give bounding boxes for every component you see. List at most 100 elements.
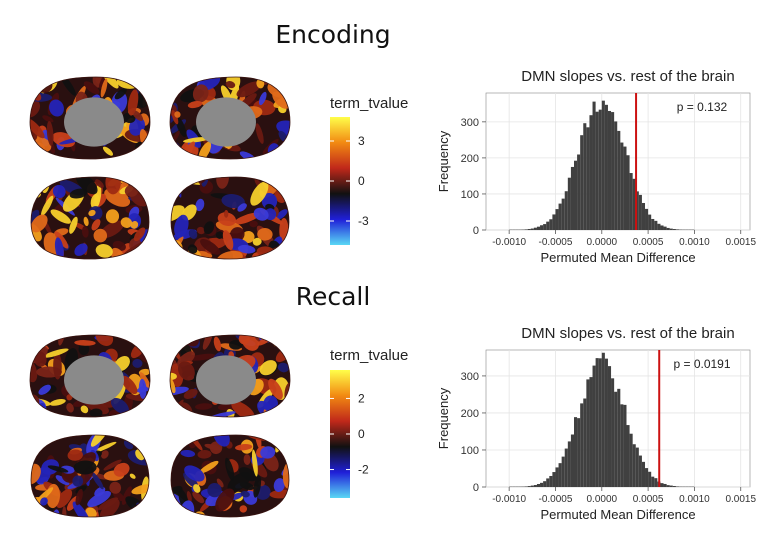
histogram-bar: [632, 178, 636, 230]
p-value-annotation: p = 0.132: [677, 100, 728, 114]
histogram-bar: [629, 433, 633, 487]
y-tick-label: 0: [473, 482, 479, 494]
histogram-bar: [648, 471, 652, 487]
histogram-bar: [546, 221, 550, 230]
histogram-bar: [533, 227, 537, 230]
histogram-bar: [536, 226, 541, 230]
histogram-bar: [666, 485, 670, 487]
histogram-bar: [657, 223, 661, 230]
histogram-bar: [611, 112, 615, 230]
histogram-bar: [564, 448, 568, 487]
recall-brain-surfaces: [29, 334, 291, 518]
x-tick-label: 0.0000: [586, 494, 617, 505]
histogram-bar: [598, 109, 602, 230]
y-tick-label: 200: [461, 408, 479, 420]
colorbar-tick-label: 0: [358, 174, 365, 188]
histogram-title: DMN slopes vs. rest of the brain: [521, 68, 734, 85]
histogram-bar: [536, 483, 541, 487]
x-tick-label: -0.0010: [492, 237, 526, 248]
histogram-bar: [530, 485, 534, 487]
histogram-bar: [595, 111, 599, 230]
histogram-bar: [638, 455, 642, 487]
histogram-bar: [654, 220, 658, 230]
colorbar-tick-label: -2: [358, 463, 369, 477]
histogram-bar: [524, 486, 528, 487]
histogram-bar: [669, 228, 673, 230]
histogram-bar: [527, 486, 531, 487]
histogram-bar: [675, 486, 679, 487]
histogram-bar: [626, 155, 630, 230]
histogram-bar: [549, 475, 553, 487]
recall-colorbar: 2 0 -2: [330, 370, 369, 498]
x-tick-label: 0.0000: [586, 237, 617, 248]
histogram-bar: [580, 403, 584, 487]
colorbar-tick-label: 0: [358, 427, 365, 441]
histogram-bar: [601, 352, 605, 487]
x-tick-label: -0.0010: [492, 494, 526, 505]
histogram-bar: [586, 127, 590, 230]
encoding-colorbar-title: term_tvalue: [330, 95, 409, 112]
histogram-bar: [641, 461, 646, 487]
x-tick-label: 0.0005: [633, 494, 664, 505]
histogram-bar: [635, 447, 639, 487]
histogram-bar: [614, 391, 618, 487]
histogram-bar: [543, 224, 547, 230]
histogram-bar: [620, 404, 624, 487]
y-tick-label: 300: [461, 117, 479, 129]
histogram-bar: [561, 456, 565, 487]
histogram-bar: [561, 198, 565, 230]
p-value-annotation: p = 0.0191: [673, 357, 730, 371]
histogram-bar: [546, 478, 550, 487]
histogram-bar: [617, 388, 621, 487]
histogram-bar: [598, 358, 602, 487]
x-tick-label: 0.0010: [679, 237, 710, 248]
histogram-bar: [666, 227, 670, 230]
colorbar-gradient: [330, 117, 350, 245]
histogram-bar: [574, 417, 578, 487]
encoding-brain-surfaces: [29, 76, 291, 260]
histogram-bar: [675, 229, 679, 230]
histogram-bar: [614, 121, 618, 230]
x-tick-label: 0.0015: [725, 494, 756, 505]
x-tick-label: -0.0005: [539, 237, 573, 248]
histogram-bar: [648, 214, 652, 230]
y-tick-label: 300: [461, 371, 479, 383]
colorbar-tick-label: -3: [358, 214, 369, 228]
histogram-bar: [607, 366, 612, 487]
histogram-bar: [558, 463, 562, 487]
histogram-bar: [611, 378, 615, 487]
histogram-bar: [604, 104, 608, 230]
histogram-bar: [651, 476, 655, 487]
histogram-bar: [592, 101, 596, 230]
x-tick-label: 0.0010: [679, 494, 710, 505]
histogram-bar: [660, 225, 664, 230]
histogram-bar: [574, 160, 578, 230]
histogram-bar: [530, 228, 534, 230]
colorbar-tick-label: 2: [358, 391, 365, 405]
histogram-bar: [552, 214, 556, 230]
histogram-bar: [577, 418, 581, 487]
histogram-bar: [524, 229, 528, 230]
histogram-bar: [540, 225, 544, 230]
histogram-bar: [592, 365, 596, 487]
histogram-bar: [635, 191, 639, 230]
histogram-bar: [669, 485, 673, 487]
y-axis-label: Frequency: [436, 387, 451, 449]
histogram-bar: [629, 173, 633, 230]
encoding-title: Encoding: [275, 20, 391, 49]
encoding-colorbar: 3 0 -3: [330, 117, 369, 245]
y-tick-label: 100: [461, 445, 479, 457]
histogram-bar: [672, 229, 676, 230]
histogram-bar: [549, 219, 553, 230]
histogram-bar: [555, 467, 559, 487]
recall-colorbar-title: term_tvalue: [330, 347, 409, 364]
histogram-bar: [654, 478, 658, 487]
histogram-bar: [577, 154, 581, 230]
histogram-bar: [623, 404, 627, 487]
colorbar-tick-label: 3: [358, 134, 365, 148]
histogram-bar: [583, 123, 587, 230]
histogram-bar: [583, 398, 587, 487]
histogram-bar: [617, 130, 621, 230]
histogram-bar: [626, 425, 630, 487]
histogram-bar: [555, 209, 559, 230]
